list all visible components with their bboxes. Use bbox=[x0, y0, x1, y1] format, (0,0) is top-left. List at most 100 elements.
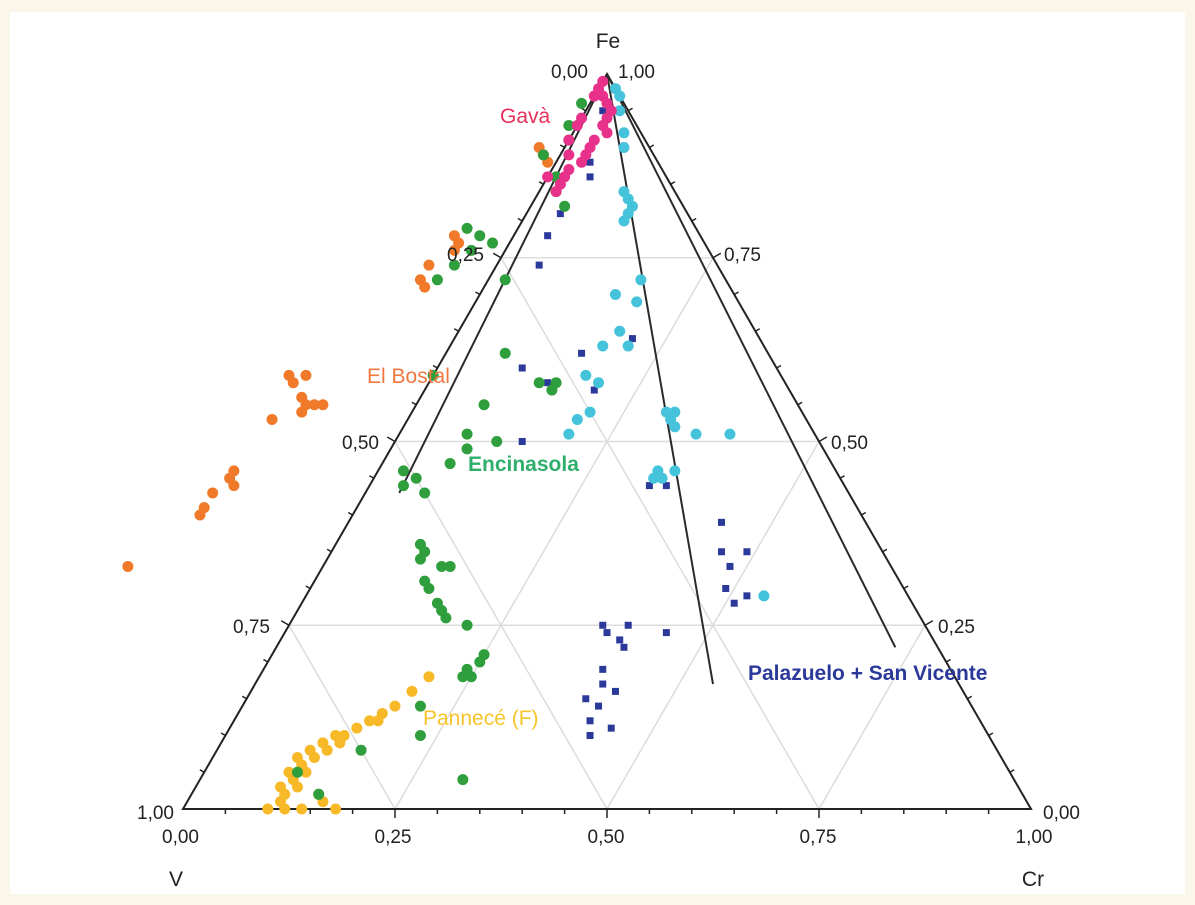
encinasola-point-19 bbox=[479, 399, 490, 410]
tick-mark-left-16 bbox=[518, 219, 522, 222]
group-label-el-bostal: El Bostal bbox=[367, 365, 450, 388]
cyan-series-point-15 bbox=[623, 340, 634, 351]
axis-title-v: V bbox=[169, 868, 183, 891]
grid-line-cr-2 bbox=[819, 625, 925, 809]
cyan-series-point-17 bbox=[593, 377, 604, 388]
palazuelo-san-vicente-point-30 bbox=[595, 703, 602, 710]
cyan-series-point-3 bbox=[618, 127, 629, 138]
tick-mark-right-11 bbox=[798, 402, 802, 405]
tick-mark-left-6 bbox=[306, 586, 310, 589]
tick-label-bottom-4: 1,00 bbox=[1016, 827, 1053, 848]
tick-mark-right-6 bbox=[904, 586, 908, 589]
tick-mark-right-8 bbox=[861, 513, 865, 516]
tick-mark-left-1 bbox=[200, 770, 204, 773]
encinasola-point-43 bbox=[466, 671, 477, 682]
palazuelo-san-vicente-point-35 bbox=[743, 548, 750, 555]
el-bostal-point-21 bbox=[207, 487, 218, 498]
tick-mark-right-17 bbox=[671, 182, 675, 185]
pannec-f-point-5 bbox=[364, 715, 375, 726]
palazuelo-san-vicente-point-7 bbox=[578, 350, 585, 357]
grid-lines bbox=[289, 258, 925, 809]
el-bostal-point-17 bbox=[267, 414, 278, 425]
tick-mark-left-4 bbox=[263, 660, 267, 663]
cyan-series-point-28 bbox=[691, 429, 702, 440]
tick-mark-right-14 bbox=[734, 292, 738, 295]
cyan-series-point-9 bbox=[618, 216, 629, 227]
tick-mark-left-3 bbox=[242, 696, 246, 699]
tick-mark-right-16 bbox=[692, 219, 696, 222]
encinasola-point-38 bbox=[462, 620, 473, 631]
palazuelo-san-vicente-point-17 bbox=[726, 563, 733, 570]
encinasola-point-49 bbox=[457, 774, 468, 785]
encinasola-point-13 bbox=[500, 274, 511, 285]
tick-label-right-4: 1,00 bbox=[618, 62, 655, 83]
tick-mark-right-7 bbox=[883, 549, 887, 552]
palazuelo-san-vicente-point-26 bbox=[599, 666, 606, 673]
grid-line-v-0 bbox=[501, 258, 819, 809]
pannec-f-point-24 bbox=[279, 804, 290, 815]
encinasola-point-24 bbox=[398, 465, 409, 476]
gav-point-11 bbox=[576, 157, 587, 168]
cyan-series-point-27 bbox=[724, 429, 735, 440]
gav-point-18 bbox=[563, 149, 574, 160]
tick-label-left-3: 0,25 bbox=[447, 245, 484, 266]
pannec-f-point-28 bbox=[330, 804, 341, 815]
pannec-f-point-1 bbox=[406, 686, 417, 697]
cyan-series-point-1 bbox=[614, 91, 625, 102]
el-bostal-point-24 bbox=[122, 561, 133, 572]
tick-mark-right-19 bbox=[628, 108, 632, 111]
group-label-palazuelo-san-vicente: Palazuelo + San Vicente bbox=[748, 662, 987, 685]
tick-label-left-4: 0,00 bbox=[551, 62, 588, 83]
encinasola-point-9 bbox=[487, 238, 498, 249]
palazuelo-san-vicente-point-33 bbox=[587, 732, 594, 739]
el-bostal-point-16 bbox=[296, 407, 307, 418]
el-bostal-point-20 bbox=[228, 480, 239, 491]
pannec-f-point-9 bbox=[334, 737, 345, 748]
palazuelo-san-vicente-point-8 bbox=[519, 365, 526, 372]
tick-mark-right-13 bbox=[755, 329, 759, 332]
encinasola-point-37 bbox=[440, 612, 451, 623]
encinasola-point-26 bbox=[398, 480, 409, 491]
el-bostal-point-6 bbox=[423, 260, 434, 271]
gav-point-15 bbox=[551, 186, 562, 197]
tick-mark-left-18 bbox=[560, 145, 564, 148]
cyan-series-point-24 bbox=[669, 421, 680, 432]
pannec-f-point-25 bbox=[296, 804, 307, 815]
encinasola-point-7 bbox=[462, 223, 473, 234]
tick-mark-right-18 bbox=[649, 145, 653, 148]
tick-label-left-1: 0,75 bbox=[233, 617, 270, 638]
palazuelo-san-vicente-point-23 bbox=[604, 629, 611, 636]
group-label-encinasola: Encinasola bbox=[468, 453, 579, 476]
tick-mark-right-1 bbox=[1010, 770, 1014, 773]
palazuelo-san-vicente-point-19 bbox=[743, 592, 750, 599]
cyan-series-point-16 bbox=[580, 370, 591, 381]
tick-mark-left-9 bbox=[369, 476, 373, 479]
divider-lines bbox=[399, 74, 895, 684]
pannec-f-point-13 bbox=[309, 752, 320, 763]
cyan-series-point-19 bbox=[572, 414, 583, 425]
tick-mark-left-10 bbox=[387, 437, 395, 442]
tick-mark-left-7 bbox=[327, 549, 331, 552]
tick-mark-right-2 bbox=[989, 733, 993, 736]
cyan-series-point-10 bbox=[635, 274, 646, 285]
encinasola-point-16 bbox=[534, 377, 545, 388]
el-bostal-point-10 bbox=[300, 370, 311, 381]
palazuelo-san-vicente-point-20 bbox=[731, 600, 738, 607]
encinasola-point-0 bbox=[576, 98, 587, 109]
pannec-f-point-23 bbox=[262, 804, 273, 815]
el-bostal-point-11 bbox=[288, 377, 299, 388]
cyan-series-point-12 bbox=[631, 296, 642, 307]
cyan-series-point-14 bbox=[597, 340, 608, 351]
group-label-gava: Gavà bbox=[500, 105, 551, 128]
gav-point-19 bbox=[542, 171, 553, 182]
palazuelo-san-vicente-point-16 bbox=[718, 548, 725, 555]
encinasola-point-23 bbox=[445, 458, 456, 469]
tick-mark-left-13 bbox=[454, 329, 458, 332]
palazuelo-san-vicente-point-32 bbox=[608, 725, 615, 732]
palazuelo-san-vicente-point-25 bbox=[620, 644, 627, 651]
ternary-chart: 0,00 0,25 0,50 0,75 1,00 1,00 0,75 0,50 … bbox=[10, 12, 1185, 894]
encinasola-point-25 bbox=[411, 473, 422, 484]
encinasola-point-12 bbox=[432, 274, 443, 285]
pannec-f-point-2 bbox=[390, 701, 401, 712]
encinasola-point-21 bbox=[491, 436, 502, 447]
